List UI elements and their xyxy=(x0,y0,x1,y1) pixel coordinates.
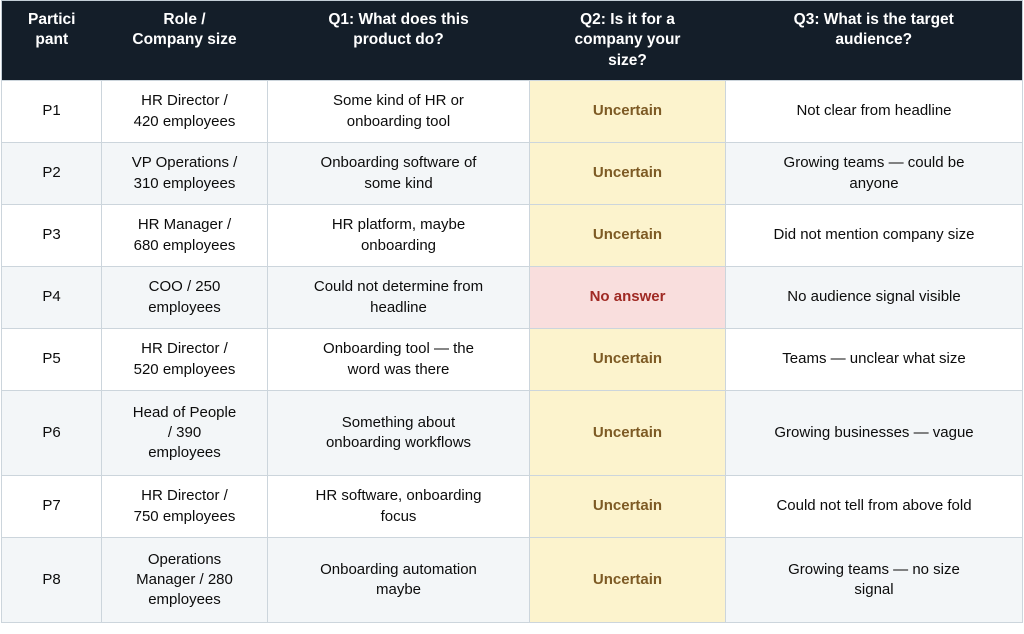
q2-status-cell: Uncertain xyxy=(529,204,726,267)
q1-cell: HR platform, maybe onboarding xyxy=(267,204,530,267)
q3-cell: Teams — unclear what size xyxy=(725,328,1023,391)
participant-cell: P1 xyxy=(1,80,102,143)
q1-cell: Some kind of HR or onboarding tool xyxy=(267,80,530,143)
table-row-p6: P6 Head of People / 390 employees Someth… xyxy=(1,390,1023,476)
role-cell: COO / 250 employees xyxy=(101,266,268,329)
q3-cell: No audience signal visible xyxy=(725,266,1023,329)
table-row-p2: P2 VP Operations / 310 employees Onboard… xyxy=(1,142,1023,205)
q2-status-cell: Uncertain xyxy=(529,80,726,143)
q2-status-cell: Uncertain xyxy=(529,328,726,391)
participant-cell: P5 xyxy=(1,328,102,391)
q1-cell: Could not determine from headline xyxy=(267,266,530,329)
q1-cell: Onboarding automation maybe xyxy=(267,537,530,623)
participant-cell: P3 xyxy=(1,204,102,267)
table-body: P1 HR Director / 420 employees Some kind… xyxy=(1,80,1023,623)
table-row-p1: P1 HR Director / 420 employees Some kind… xyxy=(1,80,1023,143)
q1-cell: Something about onboarding workflows xyxy=(267,390,530,476)
q3-cell: Growing teams — could be anyone xyxy=(725,142,1023,205)
role-cell: Operations Manager / 280 employees xyxy=(101,537,268,623)
table-row-p4: P4 COO / 250 employees Could not determi… xyxy=(1,266,1023,329)
table-row-p3: P3 HR Manager / 680 employees HR platfor… xyxy=(1,204,1023,267)
table-row-p8: P8 Operations Manager / 280 employees On… xyxy=(1,537,1023,623)
role-cell: Head of People / 390 employees xyxy=(101,390,268,476)
column-header-participant: Partici pant xyxy=(1,0,102,81)
q3-cell: Could not tell from above fold xyxy=(725,475,1023,538)
q1-cell: HR software, onboarding focus xyxy=(267,475,530,538)
q3-cell: Growing businesses — vague xyxy=(725,390,1023,476)
q3-cell: Growing teams — no size signal xyxy=(725,537,1023,623)
table-row-p5: P5 HR Director / 520 employees Onboardin… xyxy=(1,328,1023,391)
q2-status-cell: Uncertain xyxy=(529,475,726,538)
participant-cell: P4 xyxy=(1,266,102,329)
column-header-q3: Q3: What is the target audience? xyxy=(725,0,1023,81)
q3-cell: Did not mention company size xyxy=(725,204,1023,267)
role-cell: VP Operations / 310 employees xyxy=(101,142,268,205)
q1-cell: Onboarding software of some kind xyxy=(267,142,530,205)
role-cell: HR Director / 750 employees xyxy=(101,475,268,538)
role-cell: HR Director / 520 employees xyxy=(101,328,268,391)
q1-cell: Onboarding tool — the word was there xyxy=(267,328,530,391)
q2-status-cell: Uncertain xyxy=(529,142,726,205)
table-row-p7: P7 HR Director / 750 employees HR softwa… xyxy=(1,475,1023,538)
q2-status-cell: Uncertain xyxy=(529,537,726,623)
role-cell: HR Director / 420 employees xyxy=(101,80,268,143)
header-row: Partici pant Role / Company size Q1: Wha… xyxy=(1,0,1023,81)
column-header-q2: Q2: Is it for a company your size? xyxy=(529,0,726,81)
participant-cell: P7 xyxy=(1,475,102,538)
participant-cell: P8 xyxy=(1,537,102,623)
q2-status-cell: No answer xyxy=(529,266,726,329)
table-header: Partici pant Role / Company size Q1: Wha… xyxy=(1,0,1023,81)
column-header-role: Role / Company size xyxy=(101,0,268,81)
column-header-q1: Q1: What does this product do? xyxy=(267,0,530,81)
q2-status-cell: Uncertain xyxy=(529,390,726,476)
participant-cell: P2 xyxy=(1,142,102,205)
role-cell: HR Manager / 680 employees xyxy=(101,204,268,267)
q3-cell: Not clear from headline xyxy=(725,80,1023,143)
participant-cell: P6 xyxy=(1,390,102,476)
